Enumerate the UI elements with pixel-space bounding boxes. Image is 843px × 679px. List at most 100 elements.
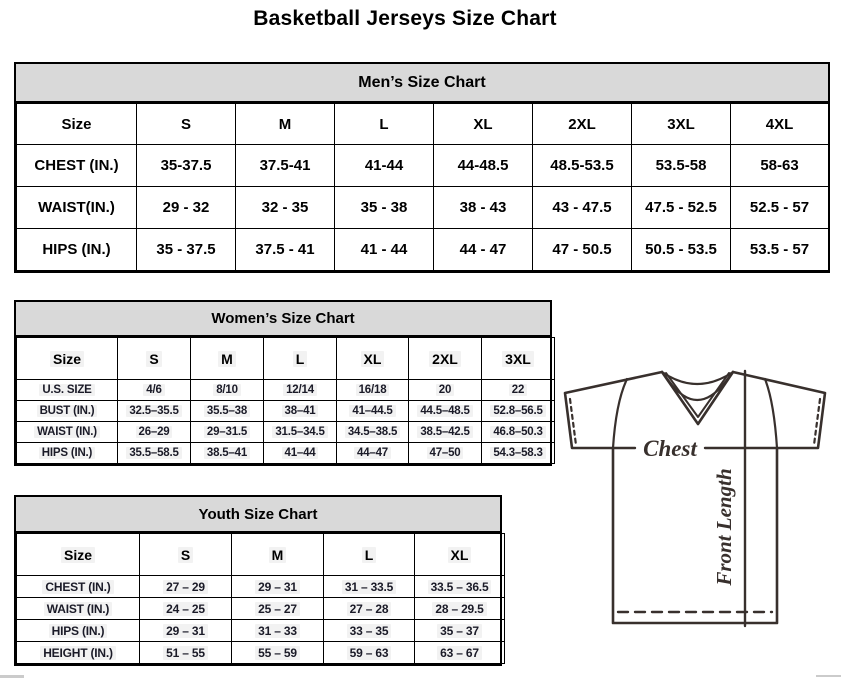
table-row: WAIST (IN.) 26–29 29–31.5 31.5–34.5 34.5–38.… [16,421,555,443]
size-value-cell: 27 – 28 [323,597,415,620]
scrollbar-fragment-right [816,675,841,677]
right-cuff-dashed-line [812,397,822,447]
column-header: M [231,533,324,576]
row-label: BUST (IN.) [16,400,118,422]
header-row: Size S M L XL 2XL 3XL [16,337,555,380]
column-header: 3XL [631,103,731,145]
youth-table-caption: Youth Size Chart [16,497,500,533]
size-column-header: Size [16,533,140,576]
size-value-cell: 20 [408,379,482,401]
scrollbar-fragment-left [0,675,24,678]
row-label: WAIST (IN.) [16,421,118,443]
table-row: HEIGHT (IN.) 51 – 55 55 – 59 59 – 63 63 – 67 [16,641,505,664]
chest-label: Chest [643,436,697,461]
size-value-cell: 32.5–35.5 [117,400,191,422]
mens-size-grid: Size S M L XL 2XL 3XL 4XL CHEST (IN.) 35-37.5 37.5… [16,103,829,271]
womens-size-grid: Size S M L XL 2XL 3XL U.S. SIZE 4/6 8/10 12/14 16/1… [16,337,555,464]
size-value-cell: 38 - 43 [433,186,533,229]
youth-size-grid: Size S M L XL CHEST (IN.) 27 – 29 29 – 31 31 – 3… [16,533,505,664]
table-row: CHEST (IN.) 35-37.5 37.5-41 41-44 44-48.5 48.… [16,144,829,187]
table-row: U.S. SIZE 4/6 8/10 12/14 16/18 20 22 [16,379,555,401]
size-value-cell: 43 - 47.5 [532,186,632,229]
jersey-measurement-diagram: Chest Front Length [563,369,827,628]
row-label: CHEST (IN.) [16,144,137,187]
womens-table-caption: Women’s Size Chart [16,302,550,337]
size-value-cell: 33 – 35 [323,619,415,642]
size-value-cell: 16/18 [336,379,409,401]
measurement-lines [611,369,779,628]
size-value-cell: 44-48.5 [433,144,533,187]
size-value-cell: 35 - 37.5 [136,228,236,271]
table-row: BUST (IN.) 32.5–35.5 35.5–38 38–41 41–44.5 44… [16,400,555,422]
size-value-cell: 31 – 33 [231,619,324,642]
size-value-cell: 35.5–58.5 [117,442,191,464]
column-header: 2XL [408,337,482,380]
womens-size-table: Women’s Size Chart Size S M L XL 2XL 3XL U.S. S… [14,300,555,466]
size-value-cell: 48.5-53.5 [532,144,632,187]
table-row: HIPS (IN.) 35 - 37.5 37.5 - 41 41 - 44 44 - … [16,228,829,271]
size-value-cell: 38–41 [263,400,337,422]
size-value-cell: 31.5–34.5 [263,421,337,443]
column-header: 2XL [532,103,632,145]
column-header: L [323,533,415,576]
column-header: 3XL [481,337,555,380]
size-value-cell: 31 – 33.5 [323,575,415,598]
size-value-cell: 29 - 32 [136,186,236,229]
size-value-cell: 25 – 27 [231,597,324,620]
size-value-cell: 38.5–41 [190,442,264,464]
size-value-cell: 35-37.5 [136,144,236,187]
size-value-cell: 41 - 44 [334,228,434,271]
row-label: WAIST(IN.) [16,186,137,229]
size-value-cell: 46.8–50.3 [481,421,555,443]
size-value-cell: 27 – 29 [139,575,232,598]
size-value-cell: 29 – 31 [231,575,324,598]
size-value-cell: 22 [481,379,555,401]
size-value-cell: 8/10 [190,379,264,401]
header-row: Size S M L XL [16,533,505,576]
size-value-cell: 44–47 [336,442,409,464]
size-value-cell: 50.5 - 53.5 [631,228,731,271]
column-header: L [263,337,337,380]
size-value-cell: 47–50 [408,442,482,464]
column-header: 4XL [730,103,829,145]
size-value-cell: 35 – 37 [414,619,505,642]
youth-size-table: Youth Size Chart Size S M L XL CHEST (IN.) 27 … [14,495,505,666]
size-value-cell: 26–29 [117,421,191,443]
front-length-label: Front Length [712,468,736,586]
size-column-header: Size [16,337,118,380]
size-value-cell: 47 - 50.5 [532,228,632,271]
row-label: HIPS (IN.) [16,442,118,464]
size-value-cell: 41–44 [263,442,337,464]
mens-size-table: Men’s Size Chart Size S M L XL 2XL 3XL 4XL CHEST… [14,62,830,273]
mens-table-caption: Men’s Size Chart [16,64,828,103]
size-value-cell: 12/14 [263,379,337,401]
row-label: HEIGHT (IN.) [16,641,140,664]
size-value-cell: 29 – 31 [139,619,232,642]
row-label: WAIST (IN.) [16,597,140,620]
size-value-cell: 54.3–58.3 [481,442,555,464]
size-value-cell: 51 – 55 [139,641,232,664]
size-column-header: Size [16,103,137,145]
jersey-outline [563,370,827,625]
size-value-cell: 59 – 63 [323,641,415,664]
column-header: XL [433,103,533,145]
size-value-cell: 53.5-58 [631,144,731,187]
size-value-cell: 37.5 - 41 [235,228,335,271]
size-value-cell: 47.5 - 52.5 [631,186,731,229]
size-value-cell: 53.5 - 57 [730,228,829,271]
size-value-cell: 58-63 [730,144,829,187]
column-header: L [334,103,434,145]
size-value-cell: 55 – 59 [231,641,324,664]
size-value-cell: 28 – 29.5 [414,597,505,620]
size-value-cell: 44.5–48.5 [408,400,482,422]
table-row: WAIST (IN.) 24 – 25 25 – 27 27 – 28 28 – 29.… [16,597,505,620]
size-value-cell: 41-44 [334,144,434,187]
size-value-cell: 29–31.5 [190,421,264,443]
column-header: XL [336,337,409,380]
page-title: Basketball Jerseys Size Chart [253,7,557,30]
left-cuff-dashed-line [568,397,578,447]
header-row: Size S M L XL 2XL 3XL 4XL [16,103,829,145]
table-row: CHEST (IN.) 27 – 29 29 – 31 31 – 33.5 33.5 –… [16,575,505,598]
table-row: HIPS (IN.) 35.5–58.5 38.5–41 41–44 44–47 47–5… [16,442,555,464]
column-header: XL [414,533,505,576]
